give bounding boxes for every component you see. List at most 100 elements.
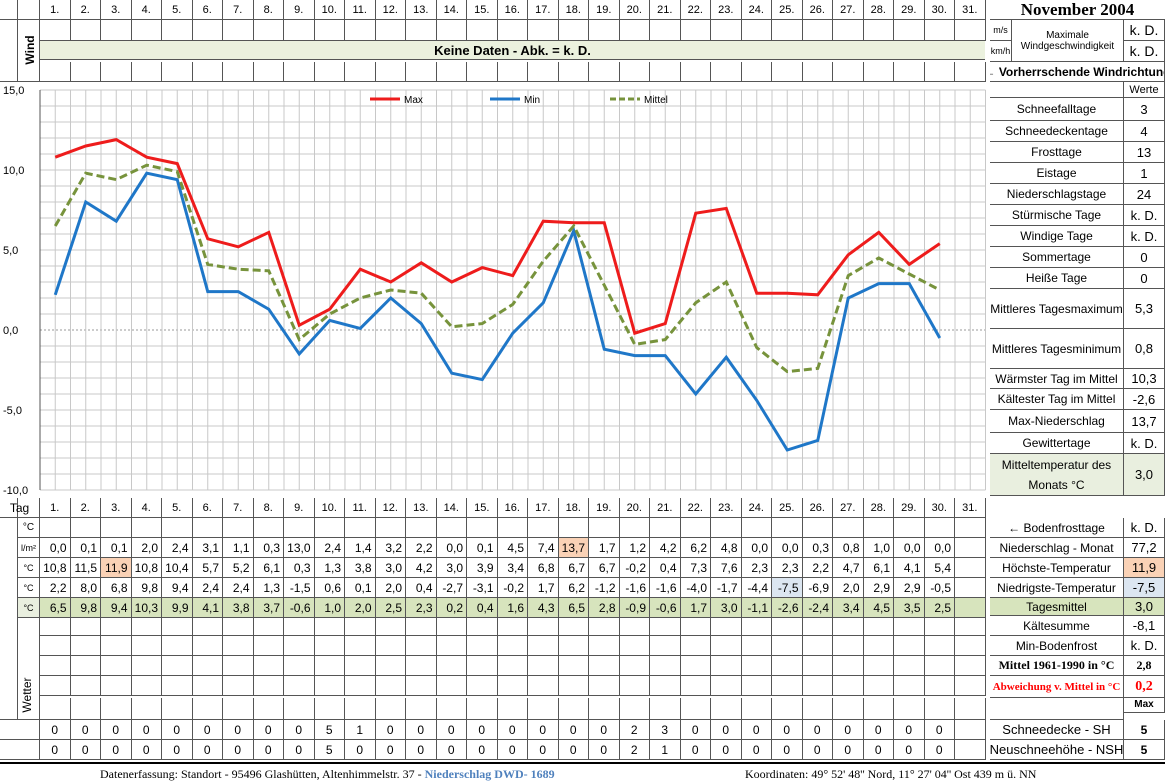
legend-label-max: Max [404, 95, 423, 106]
weather-cell [528, 698, 559, 720]
empty-cell [711, 518, 742, 538]
wind-cell [497, 62, 528, 82]
max-cell: 6,7 [558, 558, 589, 578]
weather-cell [436, 636, 467, 656]
precip-cell: 13,0 [284, 538, 315, 558]
weather-cell [253, 698, 284, 720]
max-cell: 0,3 [284, 558, 315, 578]
wind-cell [833, 20, 864, 41]
wind-label: Wind [23, 35, 37, 65]
max-wind-label-2: Windgeschwindigkeit [1020, 40, 1115, 52]
unit-label: °C [18, 598, 40, 618]
footer-dwd-link[interactable]: Niederschlag DWD- 1689 [424, 767, 555, 781]
series-line-min [53, 171, 942, 452]
empty-cell [924, 518, 955, 538]
weather-cell [375, 698, 406, 720]
wind-cell [863, 20, 894, 41]
wind-side [0, 20, 18, 82]
weather-cell [406, 676, 437, 696]
weather-cell [528, 676, 559, 696]
stat-value: 1 [1124, 163, 1165, 184]
sh-cell: 0 [741, 720, 772, 740]
footer-coordinates: Koordinaten: 49° 52' 48'' Nord, 11° 27' … [745, 767, 1037, 781]
wind-cell [192, 20, 223, 41]
wind-cell [467, 62, 498, 82]
day-header: 7. [223, 0, 254, 20]
nsh-cell: 0 [741, 740, 772, 760]
mean-cell: 4,5 [863, 598, 894, 618]
precip-cell: 0,1 [70, 538, 101, 558]
mean-cell: 2,0 [345, 598, 376, 618]
max-wind-ms: k. D. [1124, 20, 1165, 41]
wind-cell [436, 20, 467, 41]
weather-cell [497, 698, 528, 720]
mean-cell: 2,5 [375, 598, 406, 618]
stat-label: Wärmster Tag im Mittel [990, 369, 1124, 389]
wind-cell [101, 62, 132, 82]
day-header: 16. [497, 498, 528, 518]
weather-cell [436, 698, 467, 720]
weather-cell [345, 676, 376, 696]
stat-value: 4 [1124, 121, 1165, 142]
nsh-cell: 2 [619, 740, 650, 760]
wind-cell [619, 62, 650, 82]
nsh-cell: 0 [558, 740, 589, 760]
weather-cell [741, 616, 772, 636]
empty-cell [833, 518, 864, 538]
day-header: 28. [863, 498, 894, 518]
weather-cell [772, 616, 803, 636]
weather-cell [802, 676, 833, 696]
max-cell [955, 558, 986, 578]
weather-cell [558, 616, 589, 636]
precip-cell: 0,0 [40, 538, 71, 558]
day-header: 9. [284, 0, 315, 20]
stat-value: 5,3 [1124, 289, 1165, 329]
weather-cell [253, 616, 284, 636]
summary-value: -7,5 [1124, 578, 1165, 598]
month-title: November 2004 [990, 0, 1165, 20]
wind-cell [223, 62, 254, 82]
stat-value: 24 [1124, 184, 1165, 205]
side [0, 720, 40, 740]
sh-cell: 0 [772, 720, 803, 740]
weather-cell [284, 676, 315, 696]
weather-cell [650, 676, 681, 696]
min-cell: 2,9 [894, 578, 925, 598]
nsh-cell: 0 [802, 740, 833, 760]
weather-cell [284, 616, 315, 636]
day-header: 29. [894, 0, 925, 20]
weather-cell [711, 676, 742, 696]
day-header: 19. [589, 498, 620, 518]
unit-ms: m/s [990, 20, 1012, 41]
precip-cell: 1,7 [589, 538, 620, 558]
min-cell: 8,0 [70, 578, 101, 598]
empty-cell [619, 518, 650, 538]
precip-cell: 2,4 [314, 538, 345, 558]
stat-label: Frosttage [990, 142, 1124, 163]
wind-cell [802, 62, 833, 82]
day-header: 3. [101, 498, 132, 518]
weather-cell [955, 616, 986, 636]
weather-cell [863, 636, 894, 656]
day-header: 31. [955, 0, 986, 20]
day-header: 31. [955, 498, 986, 518]
day-header: 16. [497, 0, 528, 20]
wind-cell [70, 20, 101, 41]
nsh-cell: 0 [284, 740, 315, 760]
weather-cell [589, 636, 620, 656]
weather-cell [345, 656, 376, 676]
weather-cell [375, 636, 406, 656]
weather-cell [467, 676, 498, 696]
stat-value: 3,0 [1124, 454, 1165, 496]
wind-cell [162, 62, 193, 82]
max-cell: 10,8 [40, 558, 71, 578]
mean-cell: 1,0 [314, 598, 345, 618]
mean-cell: -2,6 [772, 598, 803, 618]
weather-cell [802, 636, 833, 656]
wind-cell [894, 20, 925, 41]
wind-cell [772, 20, 803, 41]
wind-cell [467, 20, 498, 41]
weather-cell [833, 636, 864, 656]
weather-cell [40, 698, 71, 720]
wind-cell [528, 20, 559, 41]
